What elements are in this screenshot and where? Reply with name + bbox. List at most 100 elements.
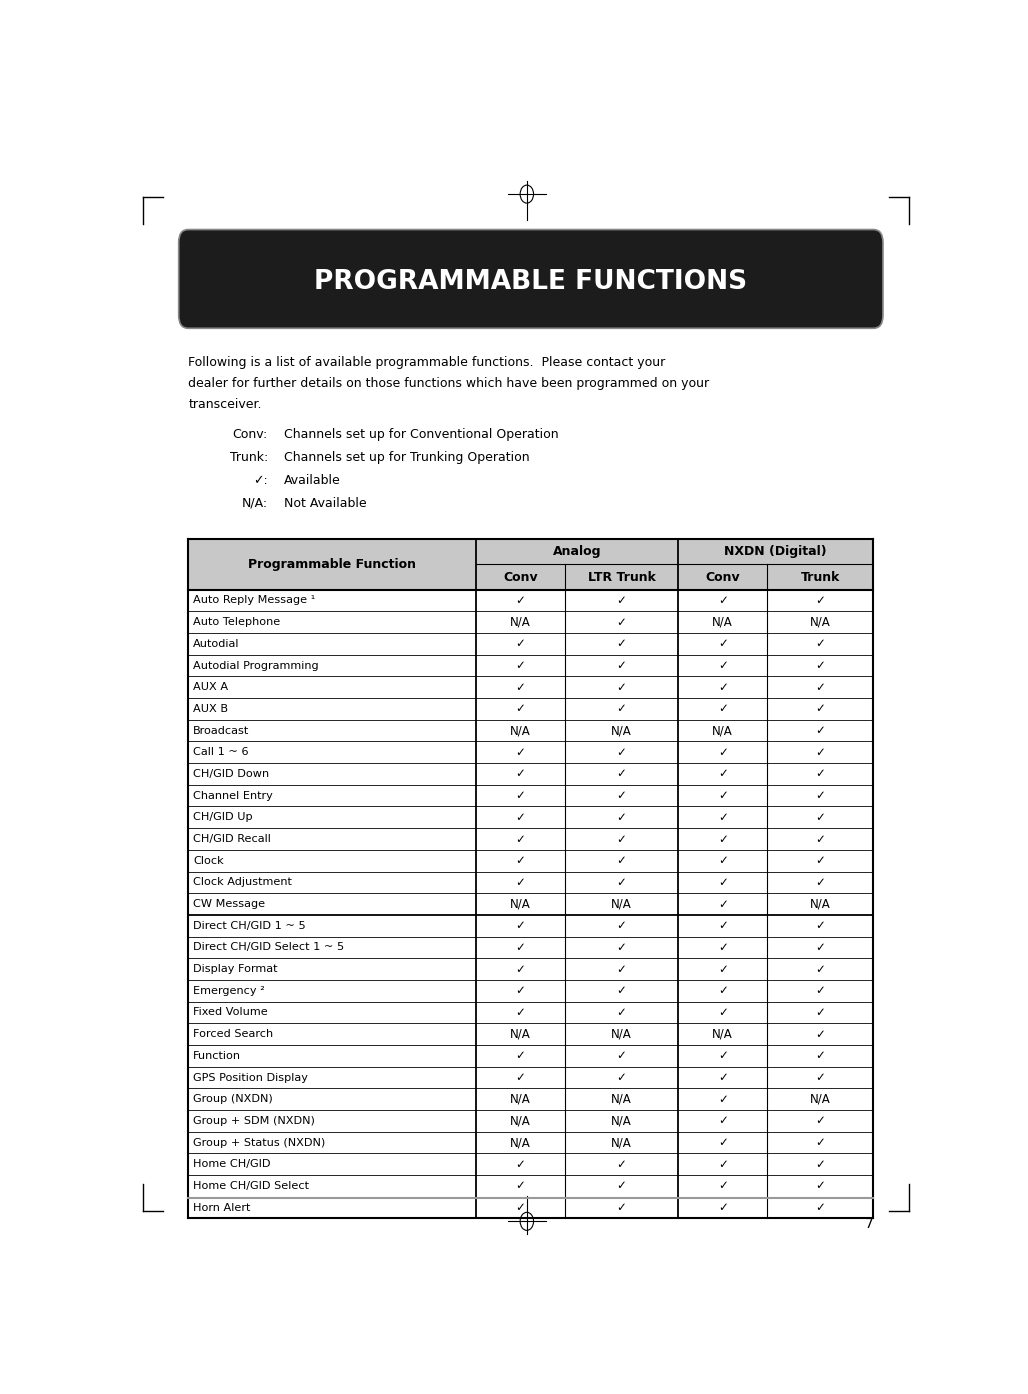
- Text: ✓: ✓: [718, 1093, 728, 1105]
- Text: Group (NXDN): Group (NXDN): [193, 1094, 272, 1104]
- Text: ✓: ✓: [516, 746, 525, 758]
- Text: CH/GID Down: CH/GID Down: [193, 769, 269, 779]
- Text: ✓: ✓: [617, 768, 626, 781]
- Text: Horn Alert: Horn Alert: [193, 1203, 251, 1213]
- Bar: [188, 1110, 874, 1132]
- Text: CH/GID Recall: CH/GID Recall: [193, 834, 271, 843]
- Text: ✓: ✓: [815, 1114, 825, 1128]
- Text: N/A: N/A: [510, 1114, 530, 1128]
- Text: ✓: ✓: [617, 789, 626, 802]
- Text: N/A: N/A: [510, 898, 530, 910]
- Text: ✓: ✓: [516, 855, 525, 867]
- Text: ✓: ✓: [815, 875, 825, 889]
- Text: Trunk:: Trunk:: [229, 450, 268, 464]
- Text: ✓: ✓: [815, 659, 825, 672]
- Text: ✓: ✓: [617, 984, 626, 997]
- Text: ✓: ✓: [815, 1179, 825, 1192]
- Text: ✓: ✓: [617, 941, 626, 953]
- Text: N/A: N/A: [712, 723, 733, 737]
- Text: ✓: ✓: [617, 680, 626, 694]
- Text: N/A: N/A: [510, 1093, 530, 1105]
- Bar: [188, 914, 874, 937]
- Text: ✓: ✓: [516, 1071, 525, 1085]
- Text: ✓: ✓: [815, 1071, 825, 1085]
- Text: Conv: Conv: [504, 570, 538, 584]
- Text: ✓: ✓: [617, 1006, 626, 1019]
- Text: ✓: ✓: [516, 919, 525, 933]
- FancyBboxPatch shape: [179, 230, 883, 328]
- Text: ✓: ✓: [516, 789, 525, 802]
- Text: ✓: ✓: [617, 746, 626, 758]
- Text: Call 1 ~ 6: Call 1 ~ 6: [193, 747, 249, 757]
- Text: PROGRAMMABLE FUNCTIONS: PROGRAMMABLE FUNCTIONS: [315, 269, 747, 296]
- Text: ✓: ✓: [815, 1136, 825, 1149]
- Text: ✓: ✓: [516, 768, 525, 781]
- Text: ✓: ✓: [718, 984, 728, 997]
- Text: 7: 7: [865, 1217, 874, 1231]
- Text: ✓: ✓: [815, 1006, 825, 1019]
- Text: N/A: N/A: [712, 616, 733, 629]
- Bar: [188, 1066, 874, 1089]
- Text: ✓: ✓: [516, 1179, 525, 1192]
- Text: CH/GID Up: CH/GID Up: [193, 813, 253, 822]
- Text: ✓: ✓: [718, 919, 728, 933]
- Bar: [188, 1002, 874, 1023]
- Text: Emergency ²: Emergency ²: [193, 986, 265, 995]
- Text: ✓: ✓: [815, 723, 825, 737]
- Text: ✓: ✓: [617, 594, 626, 606]
- Bar: [188, 807, 874, 828]
- Text: ✓: ✓: [617, 1071, 626, 1085]
- Text: ✓: ✓: [617, 637, 626, 651]
- Text: ✓: ✓: [718, 789, 728, 802]
- Text: Clock: Clock: [193, 856, 224, 866]
- Text: ✓: ✓: [617, 963, 626, 976]
- Text: Home CH/GID Select: Home CH/GID Select: [193, 1181, 309, 1190]
- Text: ✓: ✓: [718, 659, 728, 672]
- Text: ✓: ✓: [516, 1006, 525, 1019]
- Bar: [188, 1089, 874, 1110]
- Text: ✓: ✓: [718, 811, 728, 824]
- Text: ✓: ✓: [617, 919, 626, 933]
- Bar: [188, 828, 874, 850]
- Bar: [188, 698, 874, 719]
- Text: Channel Entry: Channel Entry: [193, 790, 272, 800]
- Text: ✓: ✓: [617, 811, 626, 824]
- Text: ✓: ✓: [617, 1179, 626, 1192]
- Text: Not Available: Not Available: [284, 496, 366, 510]
- Text: N/A: N/A: [510, 723, 530, 737]
- Text: Auto Telephone: Auto Telephone: [193, 618, 281, 627]
- Text: LTR Trunk: LTR Trunk: [588, 570, 656, 584]
- Text: ✓: ✓: [516, 703, 525, 715]
- Text: ✓: ✓: [617, 855, 626, 867]
- Text: N/A: N/A: [612, 1027, 632, 1041]
- Text: Analog: Analog: [553, 545, 601, 559]
- Text: N/A: N/A: [510, 1027, 530, 1041]
- Text: ✓: ✓: [617, 659, 626, 672]
- Text: Conv:: Conv:: [232, 428, 268, 441]
- Text: ✓: ✓: [815, 789, 825, 802]
- Text: ✓: ✓: [718, 637, 728, 651]
- Text: Auto Reply Message ¹: Auto Reply Message ¹: [193, 595, 316, 605]
- Text: Group + SDM (NXDN): Group + SDM (NXDN): [193, 1115, 315, 1126]
- Bar: [188, 655, 874, 676]
- Text: Clock Adjustment: Clock Adjustment: [193, 877, 292, 888]
- Text: ✓: ✓: [718, 1202, 728, 1214]
- Bar: [188, 539, 874, 590]
- Text: Function: Function: [193, 1051, 241, 1061]
- Text: ✓: ✓: [815, 855, 825, 867]
- Bar: [188, 937, 874, 958]
- Bar: [188, 719, 874, 742]
- Text: Group + Status (NXDN): Group + Status (NXDN): [193, 1138, 325, 1147]
- Text: N/A: N/A: [510, 1136, 530, 1149]
- Text: ✓: ✓: [718, 875, 728, 889]
- Text: ✓: ✓: [815, 919, 825, 933]
- Text: ✓: ✓: [718, 1114, 728, 1128]
- Text: Conv: Conv: [705, 570, 740, 584]
- Text: Home CH/GID: Home CH/GID: [193, 1160, 270, 1170]
- Text: N/A: N/A: [612, 723, 632, 737]
- Text: Channels set up for Conventional Operation: Channels set up for Conventional Operati…: [284, 428, 558, 441]
- Bar: [188, 612, 874, 633]
- Text: ✓: ✓: [516, 1050, 525, 1062]
- Text: Autodial Programming: Autodial Programming: [193, 661, 319, 671]
- Text: ✓: ✓: [815, 1027, 825, 1041]
